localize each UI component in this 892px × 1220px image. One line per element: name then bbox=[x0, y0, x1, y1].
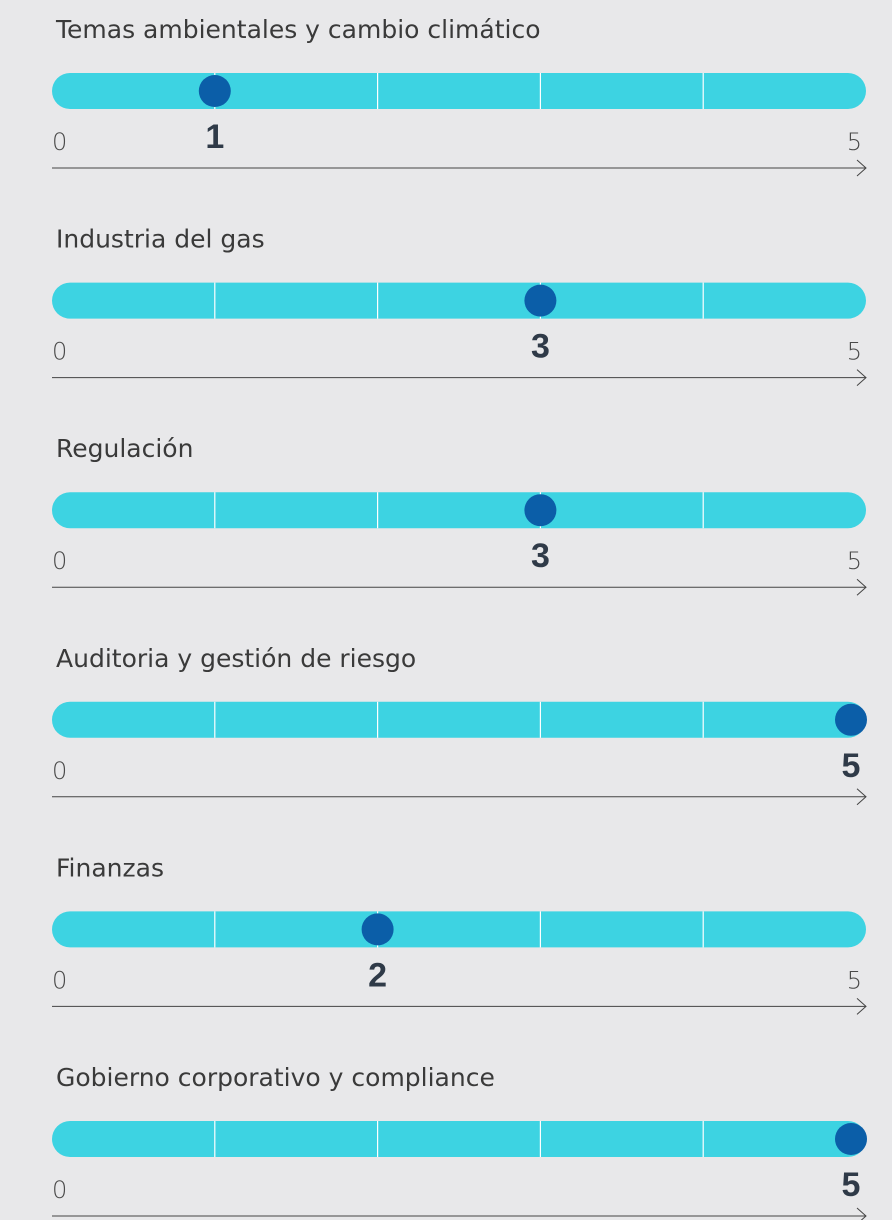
axis-arrow bbox=[856, 998, 867, 1015]
value-label: 5 bbox=[842, 747, 861, 785]
value-label: 2 bbox=[368, 956, 387, 994]
slider-title: Gobierno corporativo y compliance bbox=[56, 1063, 495, 1092]
end-label: 5 bbox=[847, 128, 862, 156]
value-label: 3 bbox=[531, 328, 550, 366]
value-dot bbox=[524, 284, 557, 317]
value-dot bbox=[524, 494, 557, 527]
end-label: 0 bbox=[52, 757, 67, 785]
slider-track bbox=[52, 492, 866, 529]
slider-title: Industria del gas bbox=[56, 225, 265, 254]
axis-arrow bbox=[856, 788, 867, 806]
end-label: 0 bbox=[52, 338, 67, 366]
slider-title: Temas ambientales y cambio climático bbox=[55, 15, 541, 44]
value-dot bbox=[198, 75, 231, 107]
value-dot bbox=[361, 913, 394, 946]
value-label: 3 bbox=[531, 537, 550, 575]
slider-track bbox=[52, 701, 866, 738]
end-label: 5 bbox=[847, 547, 862, 575]
end-label: 0 bbox=[52, 1176, 67, 1204]
end-label: 5 bbox=[847, 338, 862, 366]
axis-arrow bbox=[856, 369, 867, 386]
slider-track bbox=[52, 1121, 866, 1157]
end-label: 5 bbox=[847, 966, 862, 994]
value-dot bbox=[835, 1123, 867, 1155]
end-label: 0 bbox=[52, 966, 67, 994]
slider-title: Regulación bbox=[56, 434, 193, 463]
slider-track bbox=[52, 911, 866, 948]
axis-arrow bbox=[856, 1207, 867, 1220]
axis-arrow bbox=[856, 159, 867, 177]
value-label: 5 bbox=[842, 1166, 861, 1204]
slider-title: Auditoria y gestión de riesgo bbox=[56, 644, 416, 673]
slider-track bbox=[52, 73, 866, 109]
end-label: 0 bbox=[52, 547, 67, 575]
end-label: 0 bbox=[52, 128, 67, 156]
value-label: 1 bbox=[205, 118, 224, 156]
axis-arrow bbox=[856, 578, 867, 596]
slider-title: Finanzas bbox=[56, 853, 164, 882]
slider-track bbox=[52, 282, 866, 319]
value-dot bbox=[835, 703, 867, 736]
